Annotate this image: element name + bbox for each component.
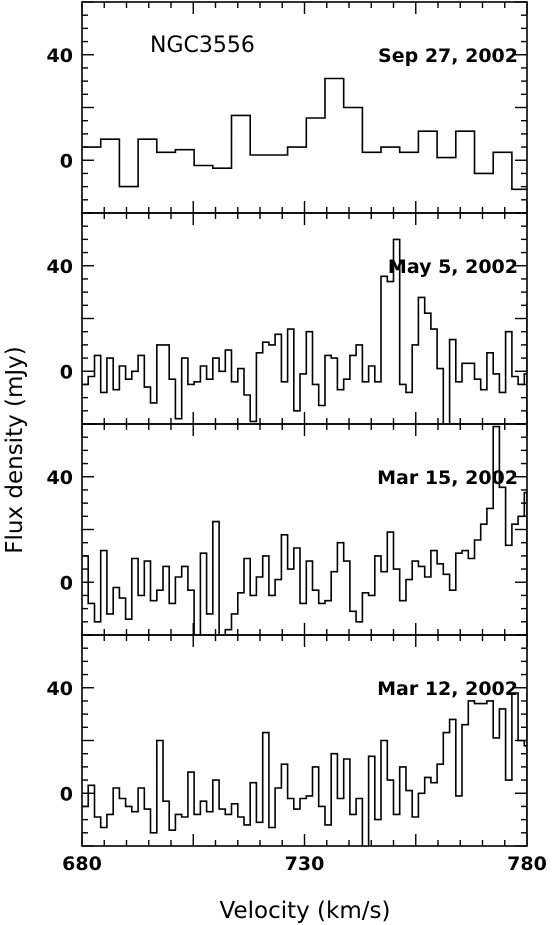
y-tick-label: 0 xyxy=(60,783,73,805)
spectrum-panel-3: 0 40 Mar 15, 2002 xyxy=(47,423,528,636)
y-axis-title: Flux density (mJy) xyxy=(2,346,28,554)
panels-group: 0 40 Sep 27, 2002 0 40 May 5, 2002 0 40 Mar 15, … xyxy=(47,1,528,847)
x-tick-labels: 680 730 780 xyxy=(62,853,547,875)
spectrum-series xyxy=(82,425,527,635)
x-tick-label: 780 xyxy=(507,853,547,875)
panel-frame xyxy=(81,1,528,214)
panel-date-label: May 5, 2002 xyxy=(388,256,518,278)
y-tick-label: 40 xyxy=(47,256,73,278)
spectrum-panel-2: 0 40 May 5, 2002 xyxy=(47,212,528,425)
spectrum-series xyxy=(82,238,527,424)
y-tick-label: 40 xyxy=(47,45,73,67)
x-axis-title: Velocity (km/s) xyxy=(220,898,391,924)
panel-frame xyxy=(81,212,528,425)
y-tick-label: 40 xyxy=(47,467,73,489)
y-tick-label: 0 xyxy=(60,572,73,594)
spectrum-series xyxy=(82,77,527,191)
x-tick-label: 730 xyxy=(285,853,325,875)
spectrum-series xyxy=(82,692,527,846)
y-tick-label: 0 xyxy=(60,150,73,172)
y-tick-label: 40 xyxy=(47,678,73,700)
panel-frame xyxy=(81,634,528,847)
spectrum-panel-1: 0 40 Sep 27, 2002 xyxy=(47,1,528,214)
panel-date-label: Mar 12, 2002 xyxy=(377,678,518,700)
y-tick-label: 0 xyxy=(60,361,73,383)
x-tick-label: 680 xyxy=(62,853,102,875)
panel-date-label: Mar 15, 2002 xyxy=(377,467,518,489)
panel-date-label: Sep 27, 2002 xyxy=(378,45,518,67)
object-name-label: NGC3556 xyxy=(150,33,255,58)
spectrum-panel-4: 0 40 Mar 12, 2002 xyxy=(47,634,528,847)
